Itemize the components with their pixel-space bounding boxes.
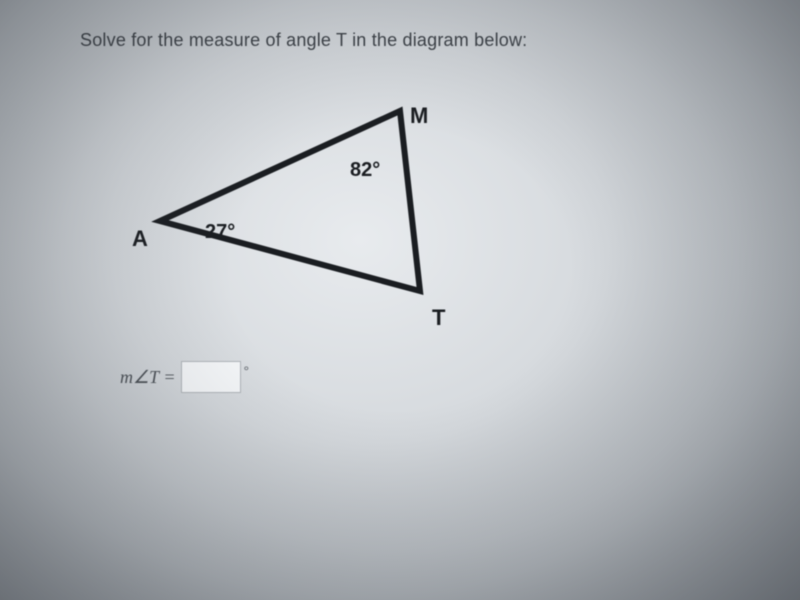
angle-label-a: 27° bbox=[205, 221, 235, 244]
angle-t-input[interactable] bbox=[181, 361, 241, 393]
degree-unit: ° bbox=[243, 363, 249, 379]
vertex-label-t: T bbox=[432, 305, 445, 331]
answer-row: m∠T = ° bbox=[120, 361, 720, 393]
vertex-label-a: A bbox=[132, 226, 148, 252]
angle-label-m: 82° bbox=[350, 159, 380, 182]
triangle-shape bbox=[120, 91, 520, 331]
vertex-label-m: M bbox=[410, 103, 428, 129]
question-prompt: Solve for the measure of angle T in the … bbox=[80, 30, 720, 51]
triangle-diagram: A M T 27° 82° bbox=[120, 91, 520, 331]
answer-prefix: m∠T = bbox=[120, 367, 175, 388]
